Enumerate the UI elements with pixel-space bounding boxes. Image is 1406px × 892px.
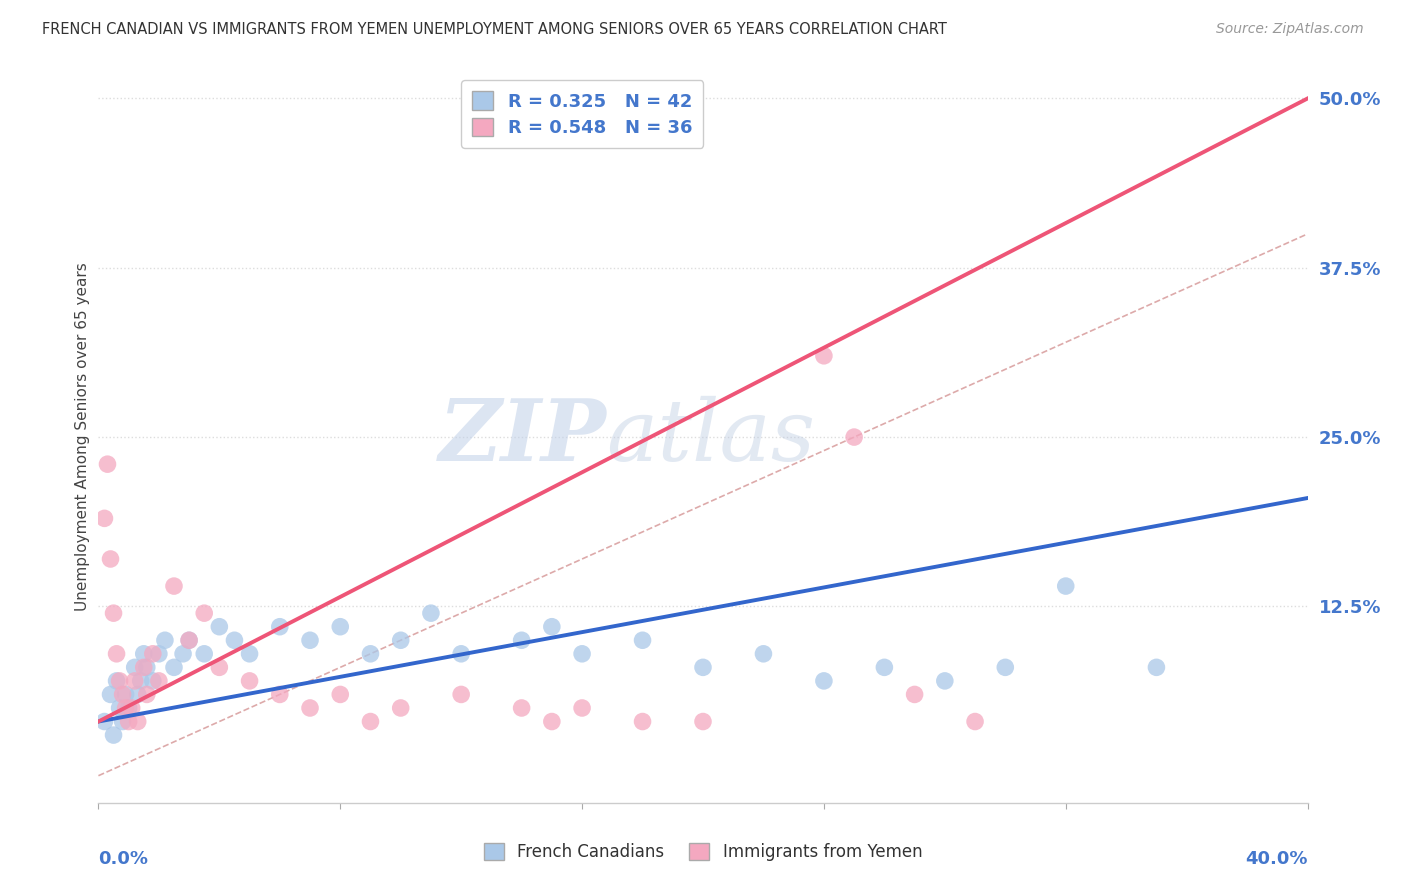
Text: atlas: atlas — [606, 396, 815, 478]
Point — [631, 633, 654, 648]
Point — [100, 552, 122, 566]
Point — [93, 511, 115, 525]
Point — [571, 701, 593, 715]
Point — [108, 701, 131, 715]
Point — [103, 606, 125, 620]
Point — [124, 660, 146, 674]
Point — [179, 633, 201, 648]
Point — [692, 660, 714, 674]
Point — [540, 714, 562, 729]
Point — [360, 647, 382, 661]
Point — [124, 673, 146, 688]
Point — [114, 701, 136, 715]
Point — [631, 714, 654, 729]
Point — [105, 647, 128, 661]
Point — [329, 688, 352, 702]
Point — [111, 688, 134, 702]
Point — [873, 660, 896, 674]
Point — [148, 673, 170, 688]
Point — [132, 647, 155, 661]
Point — [208, 620, 231, 634]
Point — [129, 673, 152, 688]
Point — [420, 606, 443, 620]
Point — [163, 660, 186, 674]
Point — [329, 620, 352, 634]
Point — [153, 633, 176, 648]
Point — [103, 728, 125, 742]
Point — [135, 688, 157, 702]
Point — [96, 457, 118, 471]
Point — [934, 673, 956, 688]
Point — [93, 714, 115, 729]
Point — [510, 701, 533, 715]
Point — [127, 688, 149, 702]
Point — [965, 714, 987, 729]
Point — [142, 647, 165, 661]
Point — [510, 633, 533, 648]
Point — [299, 701, 322, 715]
Text: 0.0%: 0.0% — [98, 850, 149, 868]
Point — [389, 633, 412, 648]
Point — [239, 647, 262, 661]
Point — [844, 430, 866, 444]
Point — [163, 579, 186, 593]
Point — [114, 688, 136, 702]
Point — [692, 714, 714, 729]
Point — [179, 633, 201, 648]
Point — [193, 606, 215, 620]
Point — [239, 673, 262, 688]
Text: ZIP: ZIP — [439, 395, 606, 479]
Point — [360, 714, 382, 729]
Point — [100, 688, 122, 702]
Point — [813, 349, 835, 363]
Point — [994, 660, 1017, 674]
Point — [1054, 579, 1077, 593]
Point — [142, 673, 165, 688]
Point — [540, 620, 562, 634]
Point — [108, 673, 131, 688]
Point — [118, 701, 141, 715]
Point — [148, 647, 170, 661]
Point — [208, 660, 231, 674]
Point — [224, 633, 246, 648]
Point — [172, 647, 194, 661]
Point — [135, 660, 157, 674]
Point — [450, 688, 472, 702]
Point — [121, 701, 143, 715]
Point — [813, 673, 835, 688]
Point — [1144, 660, 1167, 674]
Point — [904, 688, 927, 702]
Y-axis label: Unemployment Among Seniors over 65 years: Unemployment Among Seniors over 65 years — [75, 263, 90, 611]
Point — [299, 633, 322, 648]
Point — [111, 714, 134, 729]
Point — [132, 660, 155, 674]
Text: 40.0%: 40.0% — [1246, 850, 1308, 868]
Legend: French Canadians, Immigrants from Yemen: French Canadians, Immigrants from Yemen — [477, 836, 929, 868]
Point — [389, 701, 412, 715]
Point — [118, 714, 141, 729]
Point — [269, 620, 291, 634]
Point — [450, 647, 472, 661]
Point — [571, 647, 593, 661]
Point — [269, 688, 291, 702]
Point — [193, 647, 215, 661]
Point — [752, 647, 775, 661]
Point — [105, 673, 128, 688]
Point — [127, 714, 149, 729]
Text: FRENCH CANADIAN VS IMMIGRANTS FROM YEMEN UNEMPLOYMENT AMONG SENIORS OVER 65 YEAR: FRENCH CANADIAN VS IMMIGRANTS FROM YEMEN… — [42, 22, 948, 37]
Text: Source: ZipAtlas.com: Source: ZipAtlas.com — [1216, 22, 1364, 37]
